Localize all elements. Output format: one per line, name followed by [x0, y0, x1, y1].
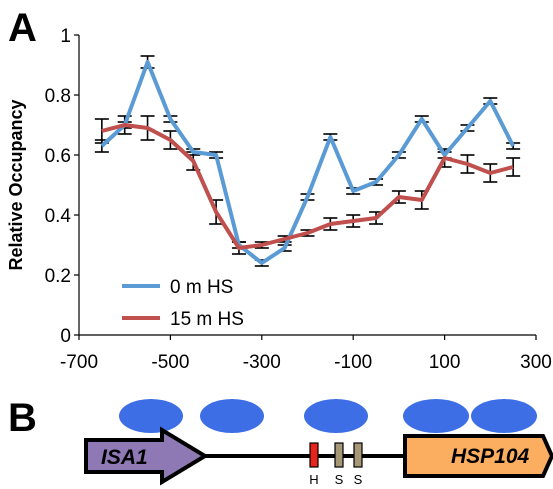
stre-site-box [334, 442, 344, 468]
hsp104-label: HSP104 [451, 445, 530, 468]
nucleosome [119, 399, 183, 433]
x-axis-ticks: -700 -500 -300 -100 100 300 [60, 335, 552, 373]
y-tick-label: 0.4 [45, 206, 72, 227]
nucleosome [304, 399, 368, 433]
x-tick-label: -100 [334, 352, 372, 373]
y-tick-label: 0.2 [45, 266, 71, 287]
hse-site-label: H [309, 472, 318, 487]
y-axis-title: Relative Occupancy [6, 99, 26, 270]
legend-label-15-m-hs: 15 m HS [170, 309, 244, 330]
stre-site-label: S [335, 472, 344, 487]
isa1-gene-arrow [84, 426, 209, 486]
nucleosome [471, 399, 537, 433]
hsp104-gene-arrow [403, 434, 553, 478]
panel-b-label: B [8, 396, 37, 440]
y-tick-label: 0 [60, 326, 71, 347]
y-tick-label: 0.6 [45, 146, 71, 167]
stre-site-box [353, 442, 363, 468]
isa1-label: ISA1 [101, 446, 148, 469]
panel-a-label: A [8, 6, 37, 50]
y-tick-label: 0.8 [45, 86, 71, 107]
legend-label-0-m-hs: 0 m HS [170, 277, 233, 298]
stre-site-label: S [354, 472, 363, 487]
nucleosome [403, 399, 469, 433]
x-tick-label: -500 [151, 352, 189, 373]
hse-site-box [309, 442, 319, 468]
occupancy-chart: Relative Occupancy 0 0.2 0.4 0.6 0.8 1 -700 -5… [6, 26, 552, 373]
x-tick-label: -300 [243, 352, 281, 373]
series-layer [94, 55, 521, 267]
y-tick-label: 1 [60, 26, 71, 47]
x-tick-label: 300 [520, 352, 552, 373]
x-tick-label: 100 [429, 352, 461, 373]
nucleosome [200, 399, 264, 433]
gene-locus-diagram: ISA1 HSP104 H S S [84, 399, 553, 487]
chart-legend: 0 m HS 15 m HS [122, 277, 244, 330]
x-tick-label: -700 [60, 352, 98, 373]
y-axis-ticks: 0 0.2 0.4 0.6 0.8 1 [45, 26, 79, 347]
